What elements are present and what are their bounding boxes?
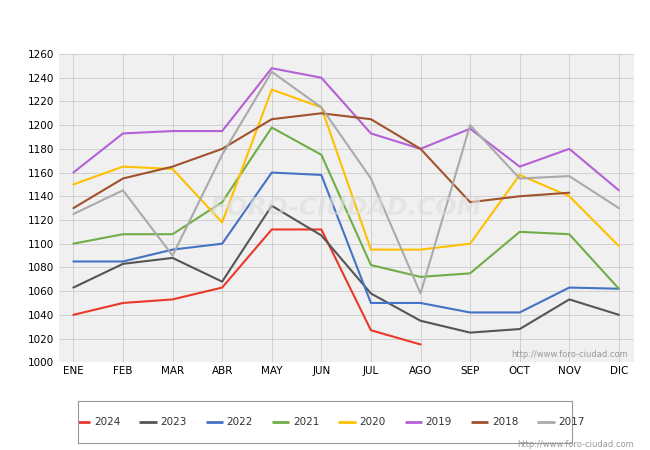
Text: 2019: 2019 [426,417,452,427]
Text: FORO-CIUDAD.COM: FORO-CIUDAD.COM [210,196,482,220]
Text: http://www.foro-ciudad.com: http://www.foro-ciudad.com [512,350,628,359]
Text: 2020: 2020 [359,417,385,427]
Text: 2022: 2022 [226,417,253,427]
Text: 2018: 2018 [492,417,518,427]
Text: Afiliados en Aroche a 30/9/2024: Afiliados en Aroche a 30/9/2024 [192,16,458,34]
Text: 2024: 2024 [94,417,120,427]
Text: 2021: 2021 [292,417,319,427]
Text: 2023: 2023 [160,417,187,427]
Text: http://www.foro-ciudad.com: http://www.foro-ciudad.com [517,440,634,449]
Text: 2017: 2017 [558,417,584,427]
